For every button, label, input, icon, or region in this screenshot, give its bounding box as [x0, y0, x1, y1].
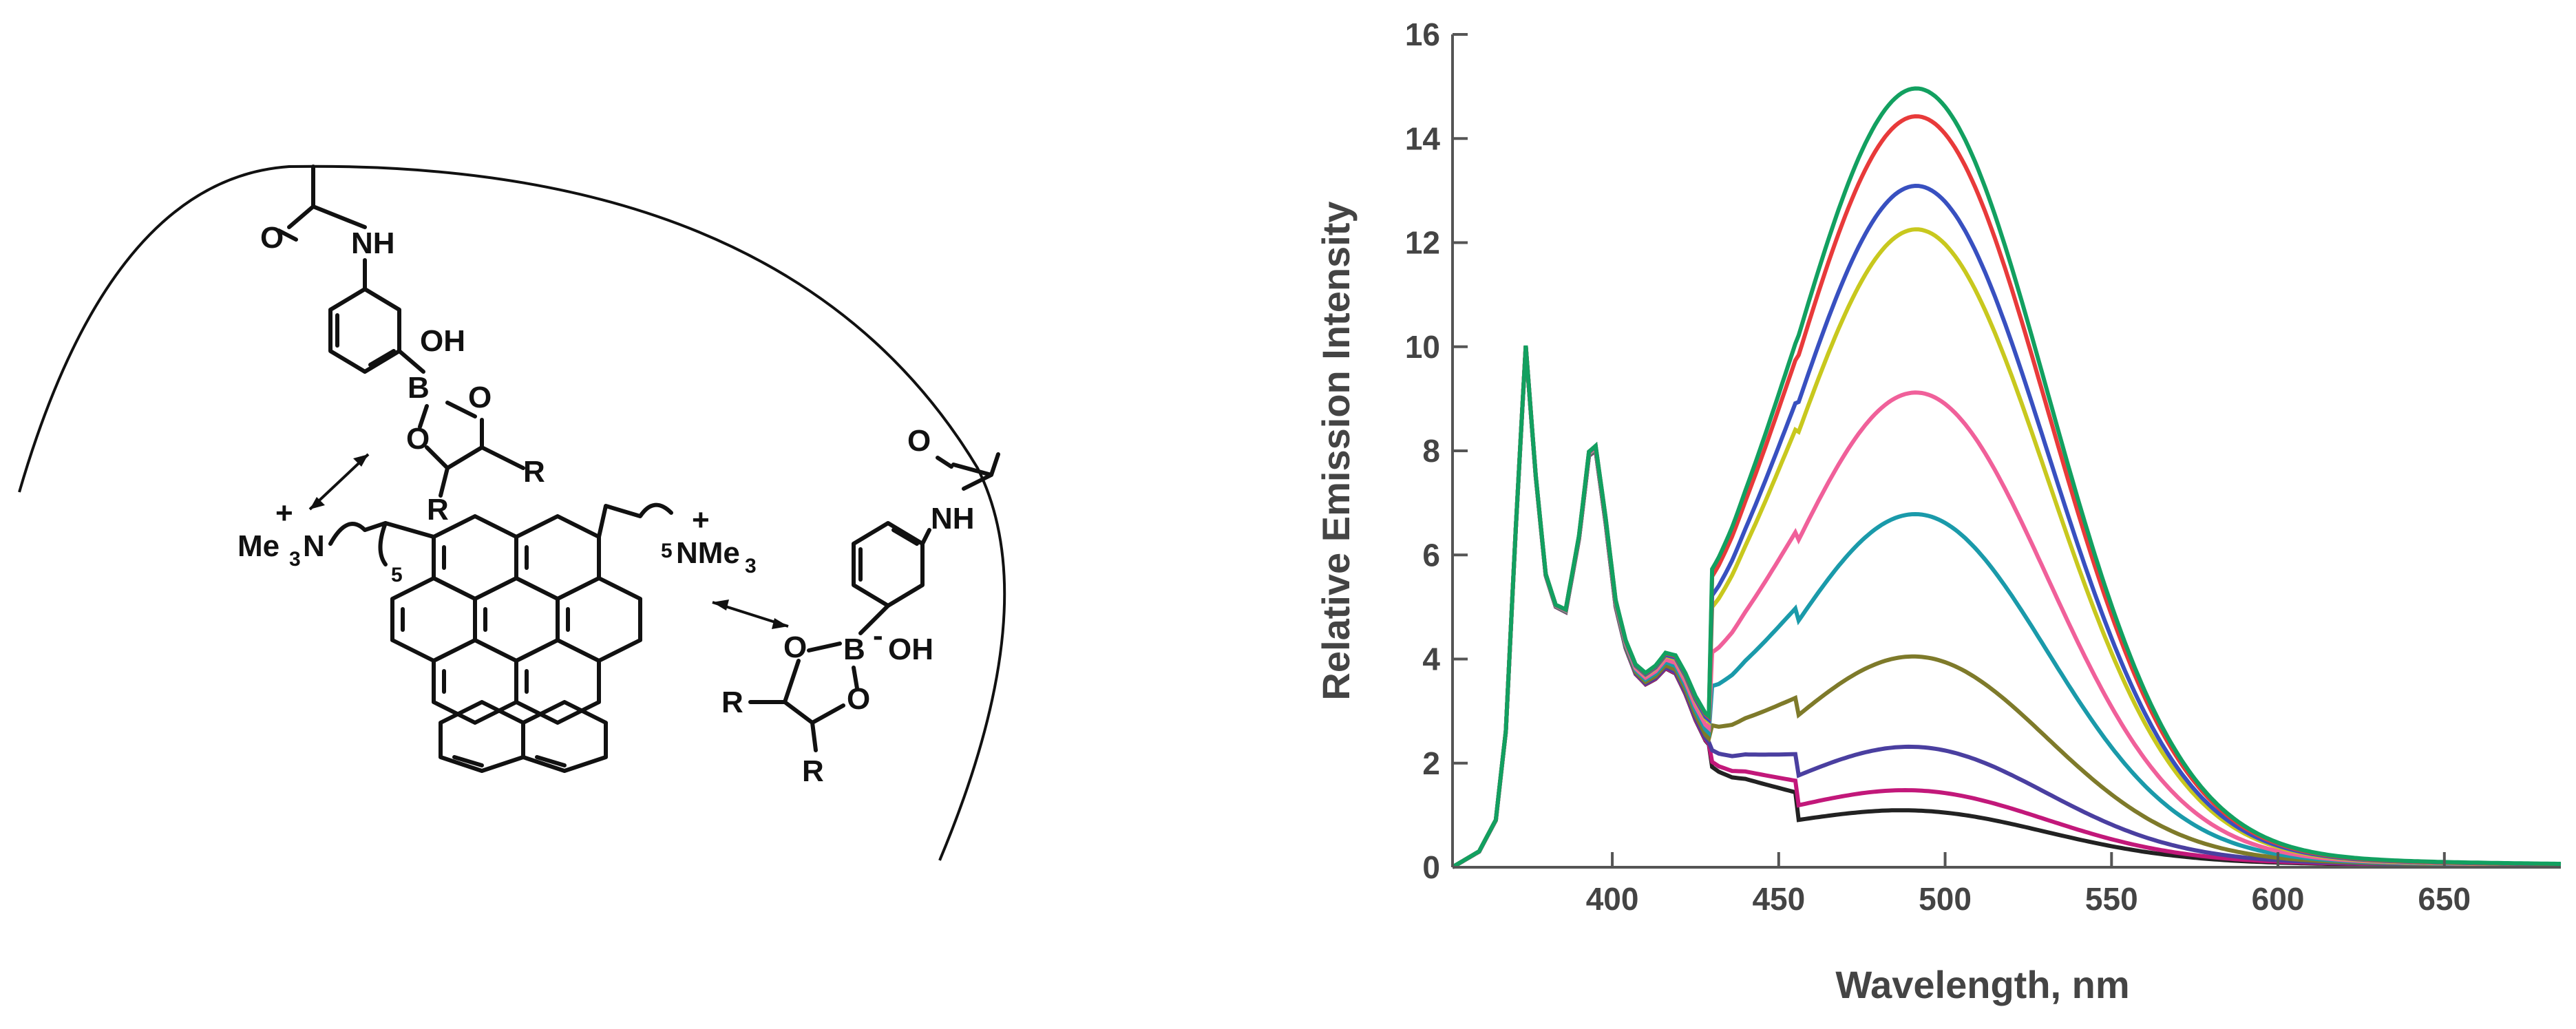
- label-charge-right: +: [692, 503, 710, 537]
- label-n-left: N: [303, 529, 325, 563]
- label-b-top: B: [408, 371, 430, 405]
- label-nh-right: NH: [931, 502, 975, 535]
- y-tick-label: 10: [1405, 329, 1440, 365]
- label-r-right-bottom: R: [802, 754, 824, 788]
- label-nh-top: NH: [351, 226, 395, 260]
- arrowheads-right: [712, 600, 788, 629]
- label-nme3-sub-right: 3: [745, 555, 757, 577]
- y-tick-label: 8: [1422, 433, 1440, 469]
- surface-bond-right: [951, 452, 1000, 491]
- label-o-right: O: [907, 424, 931, 458]
- alkyl-chain-right: [597, 502, 673, 539]
- dioxaborolane-ring-right: [748, 641, 859, 752]
- arrowheads-top: [310, 454, 368, 509]
- label-minus-right: -: [873, 619, 883, 653]
- label-r-top-right: R: [523, 455, 545, 489]
- y-tick-label: 14: [1405, 120, 1441, 156]
- ring-b-bond-top: [397, 349, 425, 374]
- emission-series-8: [1451, 183, 2562, 869]
- dioxaborolane-ring-top: [418, 401, 525, 498]
- particle-surface-outline: [18, 165, 1006, 861]
- x-tick-label: 400: [1586, 881, 1639, 917]
- x-tick-label: 500: [1919, 881, 1972, 917]
- alkyl-chain-left: [328, 521, 388, 566]
- label-r-right-left: R: [721, 686, 743, 719]
- x-ticks: 400 450 500 550 600 650: [1586, 852, 2471, 917]
- x-tick-label: 550: [2085, 881, 2138, 917]
- label-nme3-right: NMe: [676, 536, 740, 570]
- chain-link-left: [383, 521, 436, 539]
- label-o-top: O: [260, 221, 284, 255]
- benzene-ring-top: [328, 287, 401, 374]
- y-tick-label: 4: [1422, 641, 1440, 677]
- label-o-ring-top-left: O: [406, 422, 430, 456]
- y-tick-label: 6: [1422, 537, 1440, 573]
- chemical-scheme: O NH B OH O O R R + Me 3 N 5: [18, 165, 1006, 861]
- label-oh-top: OH: [420, 324, 465, 358]
- ring-double-top-2: [368, 349, 396, 367]
- label-charge-left: +: [275, 496, 293, 530]
- label-oh-right: OH: [888, 633, 933, 666]
- label-me-left: Me: [237, 529, 279, 563]
- x-tick-label: 650: [2418, 881, 2471, 917]
- polycyclic-aromatic-core: [390, 514, 642, 773]
- ring-double-right-2: [891, 528, 919, 546]
- x-tick-label: 600: [2252, 881, 2305, 917]
- y-ticks: 0 2 4 6 8 10 12 14 16: [1405, 17, 1468, 885]
- carbonyl-bond-right: [936, 456, 953, 469]
- y-tick-label: 12: [1405, 225, 1440, 261]
- label-b-right: B: [843, 633, 865, 666]
- y-tick-label: 0: [1422, 849, 1440, 885]
- y-tick-label: 16: [1405, 17, 1440, 52]
- emission-chart: 0 2 4 6 8 10 12 14 16 400 450 500 550 600 650 Wavelen…: [1314, 17, 2562, 1006]
- benzene-ring-right: [852, 521, 925, 608]
- x-tick-label: 450: [1752, 881, 1805, 917]
- ring-bonds-right: [858, 528, 931, 635]
- label-o-ring-top-right: O: [468, 381, 492, 414]
- label-o-ring-right-top: O: [783, 630, 807, 664]
- y-axis-title: Relative Emission Intensity: [1314, 201, 1358, 700]
- carbonyl-bond-top: [277, 229, 298, 242]
- label-r-top-bottom: R: [427, 493, 449, 527]
- label-me3-sub-left: 3: [289, 548, 301, 571]
- y-tick-label: 2: [1422, 745, 1440, 781]
- emission-series-10: [1451, 86, 2561, 869]
- surface-bond-top: [287, 165, 315, 229]
- amide-co-top: [311, 204, 367, 229]
- label-chain-sub-left: 5: [391, 564, 403, 586]
- series-layer: [1451, 86, 2562, 869]
- label-chain-sub-right: 5: [661, 540, 673, 562]
- x-axis-title: Wavelength, nm: [1835, 963, 2129, 1006]
